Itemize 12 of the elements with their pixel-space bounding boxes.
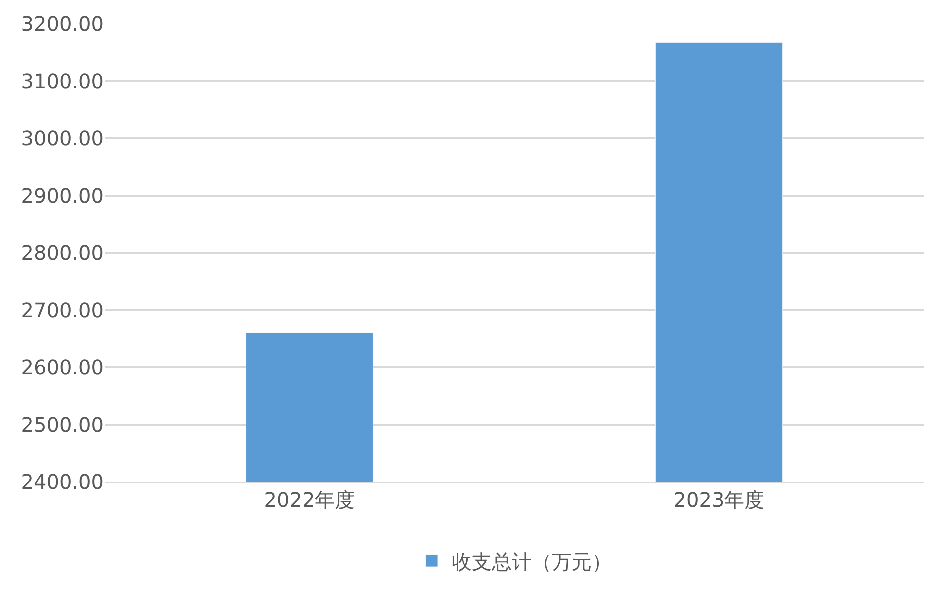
x-tick-label: 2023年度: [674, 488, 765, 512]
y-tick-label: 3200.00: [21, 12, 104, 36]
legend-label: 收支总计（万元）: [452, 550, 612, 574]
y-tick-label: 2800.00: [21, 241, 104, 265]
y-tick-label: 3100.00: [21, 69, 104, 94]
y-tick-label: 2600.00: [21, 356, 104, 380]
y-tick-label: 2900.00: [21, 184, 104, 208]
y-tick-label: 2500.00: [21, 412, 104, 437]
y-tick-label: 2400.00: [21, 470, 104, 494]
y-tick-label: 3000.00: [21, 126, 104, 150]
x-tick-label: 2022年度: [264, 488, 356, 512]
y-tick-label: 2700.00: [21, 298, 104, 322]
